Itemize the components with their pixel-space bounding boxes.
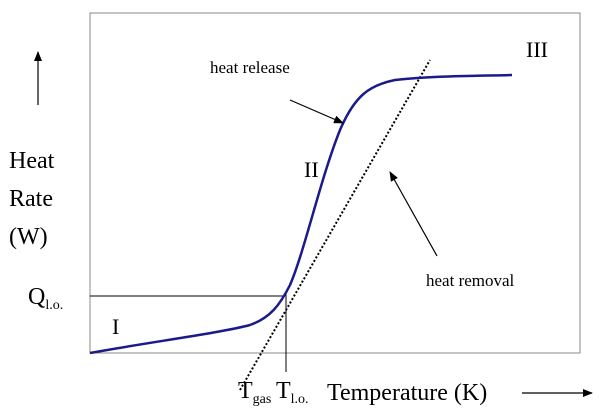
y-label: Rate <box>9 186 53 212</box>
y-label: (W) <box>9 224 48 250</box>
release-arrow <box>289 99 344 124</box>
heat-release-curve <box>89 73 513 355</box>
heat-removal-line <box>239 59 431 391</box>
annotation: heat removal <box>426 271 515 290</box>
annotation: heat release <box>210 58 290 77</box>
t-gas-label: Tgas <box>238 378 271 407</box>
region-label: III <box>526 37 548 62</box>
t-gas-sub: gas <box>253 392 272 407</box>
q-sub: l.o. <box>45 298 63 313</box>
q-main: Q <box>28 284 45 310</box>
y-label: Heat <box>9 148 55 174</box>
region-label: I <box>112 314 119 339</box>
t-lo-main: T <box>276 378 291 404</box>
removal-arrow <box>389 171 438 257</box>
region-label: II <box>304 157 319 182</box>
q-label: Ql.o. <box>28 284 63 313</box>
plot-frame <box>89 12 581 354</box>
x-label: Temperature (K) <box>327 380 487 406</box>
t-lo-label: Tl.o. <box>276 378 309 407</box>
t-lo-sub: l.o. <box>291 392 309 407</box>
t-gas-main: T <box>238 378 253 404</box>
